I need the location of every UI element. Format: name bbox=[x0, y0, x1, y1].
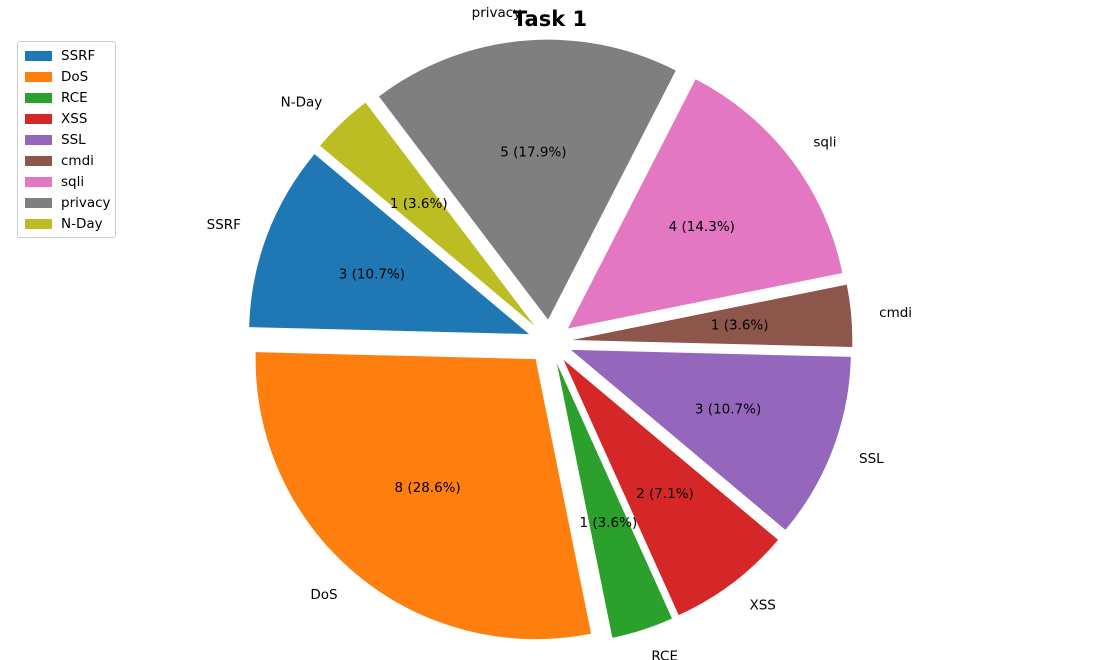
pie-slice-xss bbox=[563, 359, 779, 616]
legend-item-ssrf: SSRF bbox=[18, 45, 115, 66]
slice-value-label-rce: 1 (3.6%) bbox=[580, 515, 638, 531]
legend-label: XSS bbox=[61, 110, 88, 127]
slice-value-label-privacy: 5 (17.9%) bbox=[500, 144, 566, 160]
slice-label-ssl: SSL bbox=[859, 451, 884, 467]
legend-swatch bbox=[25, 176, 52, 187]
slice-labels: SSRF 3 (10.7%) DoS 8 (28.6%) RCE 1 (3.6%) XSS 2… bbox=[207, 5, 912, 660]
pie-slice-ssl bbox=[570, 349, 851, 530]
pie-slices bbox=[249, 39, 853, 640]
slice-label-sqli: sqli bbox=[813, 135, 836, 151]
legend: SSRF DoS RCE XSS SSL cmdi sqli privacy N-Day bbox=[17, 41, 116, 238]
pie-slice-rce bbox=[556, 363, 673, 638]
legend-label: N-Day bbox=[61, 215, 103, 232]
legend-item-ssl: SSL bbox=[18, 129, 115, 150]
legend-label: DoS bbox=[61, 68, 89, 85]
legend-label: RCE bbox=[61, 89, 88, 106]
legend-swatch bbox=[25, 113, 52, 124]
slice-value-label-ssrf: 3 (10.7%) bbox=[339, 267, 405, 283]
slice-value-label-n-day: 1 (3.6%) bbox=[390, 196, 448, 212]
pie-slice-ssrf bbox=[249, 154, 530, 335]
slice-label-privacy: privacy bbox=[472, 5, 522, 21]
slice-value-label-xss: 2 (7.1%) bbox=[636, 486, 694, 502]
legend-item-cmdi: cmdi bbox=[18, 150, 115, 171]
legend-swatch bbox=[25, 71, 52, 82]
legend-label: SSL bbox=[61, 131, 86, 148]
legend-swatch bbox=[25, 197, 52, 208]
pie-slice-cmdi bbox=[572, 284, 853, 348]
slice-value-label-sqli: 4 (14.3%) bbox=[669, 219, 735, 235]
slice-label-dos: DoS bbox=[310, 587, 337, 603]
slice-label-rce: RCE bbox=[651, 648, 678, 660]
legend-swatch bbox=[25, 92, 52, 103]
pie-slice-dos bbox=[255, 352, 592, 640]
legend-swatch bbox=[25, 134, 52, 145]
pie-slice-sqli bbox=[567, 79, 843, 329]
legend-item-n-day: N-Day bbox=[18, 213, 115, 234]
slice-label-ssrf: SSRF bbox=[207, 217, 241, 233]
legend-item-rce: RCE bbox=[18, 87, 115, 108]
legend-item-sqli: sqli bbox=[18, 171, 115, 192]
legend-item-xss: XSS bbox=[18, 108, 115, 129]
legend-label: privacy bbox=[61, 194, 111, 211]
slice-label-cmdi: cmdi bbox=[879, 305, 912, 321]
legend-swatch bbox=[25, 155, 52, 166]
legend-label: sqli bbox=[61, 173, 85, 190]
slice-label-n-day: N-Day bbox=[281, 95, 323, 111]
slice-value-label-ssl: 3 (10.7%) bbox=[695, 401, 761, 417]
legend-label: SSRF bbox=[61, 47, 96, 64]
legend-item-privacy: privacy bbox=[18, 192, 115, 213]
slice-label-xss: XSS bbox=[749, 597, 775, 613]
chart-title: Task 1 bbox=[513, 7, 587, 31]
slice-value-label-cmdi: 1 (3.6%) bbox=[711, 317, 769, 333]
legend-label: cmdi bbox=[61, 152, 94, 169]
legend-swatch bbox=[25, 50, 52, 61]
legend-swatch bbox=[25, 218, 52, 229]
pie-slice-n-day bbox=[320, 102, 535, 326]
slice-value-label-dos: 8 (28.6%) bbox=[394, 480, 460, 496]
pie-slice-privacy bbox=[378, 39, 676, 320]
legend-item-dos: DoS bbox=[18, 66, 115, 87]
